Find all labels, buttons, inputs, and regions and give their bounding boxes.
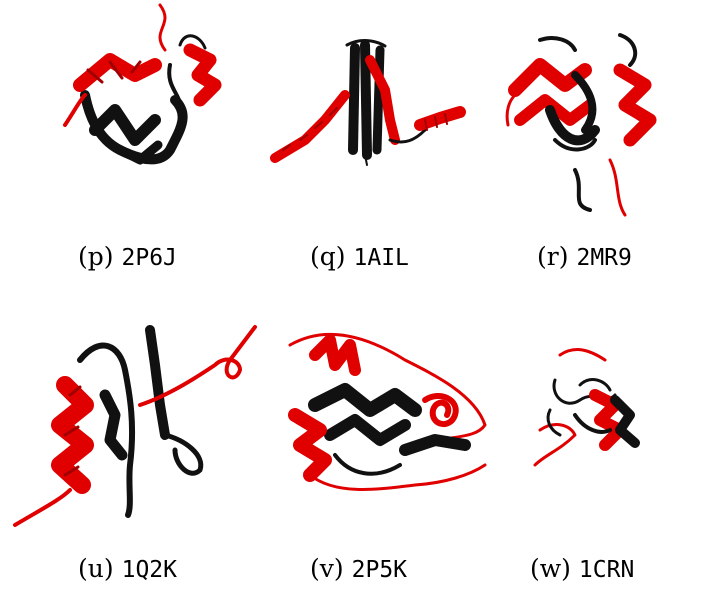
caption-pdb-id: 2P6J	[121, 245, 177, 271]
caption-1AIL: (q) 1AIL	[310, 242, 409, 271]
protein-structure-2P6J	[63, 3, 222, 165]
caption-pdb-id: 2MR9	[576, 245, 632, 271]
protein-structure-2P5K	[288, 332, 487, 491]
caption-2P6J: (p) 2P6J	[78, 242, 177, 271]
caption-pdb-id: 1CRN	[578, 557, 635, 583]
protein-structure-1Q2K	[13, 325, 257, 527]
panel-2MR9	[500, 30, 680, 230]
panel-1CRN	[520, 335, 670, 485]
caption-label: (p)	[78, 242, 114, 271]
caption-2MR9: (r) 2MR9	[537, 242, 632, 271]
caption-1Q2K: (u) 1Q2K	[78, 554, 177, 583]
panel-2P5K	[275, 315, 500, 520]
panel-2P6J	[40, 0, 240, 230]
protein-structure-1AIL	[270, 39, 466, 166]
caption-pdb-id: 2P5K	[351, 557, 408, 583]
caption-label: (w)	[530, 554, 571, 583]
caption-pdb-id: 1AIL	[353, 245, 409, 271]
protein-structure-2MR9	[505, 33, 657, 217]
caption-label: (r)	[537, 242, 569, 271]
caption-label: (q)	[310, 242, 346, 271]
panel-1Q2K	[10, 315, 265, 530]
caption-pdb-id: 1Q2K	[121, 557, 177, 583]
protein-structure-1CRN	[533, 348, 640, 467]
caption-1CRN: (w) 1CRN	[530, 554, 634, 583]
caption-label: (v)	[310, 554, 344, 583]
panel-1AIL	[265, 0, 485, 230]
caption-2P5K: (v) 2P5K	[310, 554, 407, 583]
caption-label: (u)	[78, 554, 114, 583]
